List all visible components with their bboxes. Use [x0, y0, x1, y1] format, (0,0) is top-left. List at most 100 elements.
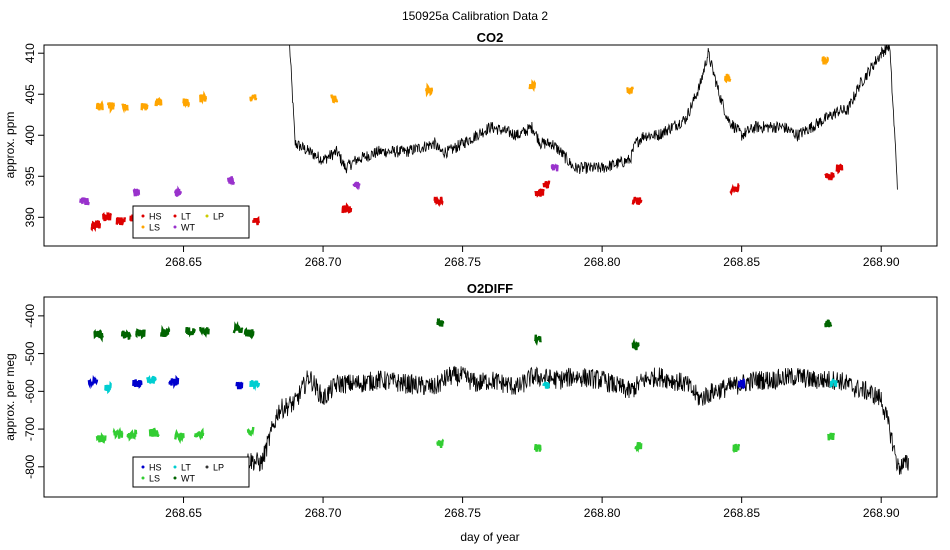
co2-legend-label-lp: LP [213, 212, 224, 222]
figure-title: 150925a Calibration Data 2 [402, 9, 548, 23]
o2diff-calibration-hs-12 [87, 374, 99, 390]
o2diff-calibration-wt-1 [120, 329, 132, 341]
co2-series-layer [79, 45, 898, 234]
o2diff-calibration-ls-26 [174, 428, 185, 444]
o2diff-calibration-wt-6 [232, 320, 244, 334]
o2diff-y-tick-label: -700 [23, 417, 37, 441]
o2diff-calibration-ls-23 [112, 426, 124, 440]
o2diff-legend-swatch-hs [141, 465, 145, 469]
o2diff-y-axis-label: approx. per meg [3, 353, 17, 440]
co2-calibration-hs-6 [433, 195, 444, 207]
co2-calibration-ls-20 [140, 103, 149, 112]
co2-calibration-ls-24 [249, 94, 258, 102]
co2-panel: CO2 approx. ppm 268.65 268.70 268.75 268.80… [3, 30, 938, 269]
o2diff-calibration-wt-3 [160, 324, 171, 338]
co2-x-tick-label: 268.70 [305, 255, 342, 269]
o2diff-x-tick-label: 268.65 [165, 506, 202, 520]
co2-calibration-ls-19 [121, 103, 129, 114]
o2diff-calibration-wt-0 [93, 328, 104, 343]
o2diff-y-tick-label: -400 [23, 304, 37, 328]
co2-x-tick-label: 268.65 [165, 255, 202, 269]
co2-calibration-hs-5 [341, 202, 353, 214]
co2-legend-label-wt: WT [181, 223, 195, 233]
x-axis-label: day of year [460, 530, 519, 544]
co2-x-tick-label: 268.80 [584, 255, 621, 269]
co2-legend-swatch-lp [205, 214, 209, 218]
o2diff-calibration-wt-8 [436, 318, 445, 327]
co2-calibration-wt-32 [132, 187, 141, 197]
co2-y-tick-label: 410 [23, 43, 37, 63]
o2diff-x-tick-label: 268.70 [305, 506, 342, 520]
o2diff-x-tick-label: 268.85 [723, 506, 760, 520]
co2-calibration-hs-1 [115, 217, 127, 226]
o2diff-calibration-ls-22 [95, 432, 107, 444]
o2diff-calibration-lt-19 [249, 380, 261, 392]
co2-legend-box [132, 205, 250, 239]
o2diff-calibration-wt-4 [185, 327, 196, 338]
o2diff-legend-swatch-ls [141, 476, 145, 480]
co2-calibration-lt-15 [542, 180, 551, 189]
o2diff-y-tick-label: -500 [23, 341, 37, 365]
co2-calibration-wt-35 [352, 180, 361, 191]
o2diff-calibration-ls-24 [126, 429, 138, 442]
o2diff-x-tick-label: 268.75 [444, 506, 481, 520]
o2diff-calibration-wt-2 [135, 328, 146, 340]
o2diff-calibration-ls-28 [246, 426, 255, 437]
co2-calibration-hs-9 [729, 183, 740, 196]
o2diff-legend-label-ls: LS [149, 474, 160, 484]
o2diff-y-tick-label: -800 [23, 454, 37, 478]
co2-calibration-ls-25 [330, 94, 339, 104]
o2diff-calibration-wt-9 [533, 334, 542, 346]
co2-calibration-hs-10 [824, 172, 835, 182]
co2-legend-swatch-lt [173, 214, 177, 218]
co2-calibration-hs-8 [631, 196, 643, 205]
co2-calibration-ls-26 [425, 82, 434, 98]
o2diff-ambient-line [244, 365, 909, 475]
co2-y-tick-label: 395 [23, 166, 37, 186]
co2-calibration-ls-29 [724, 73, 732, 84]
co2-calibration-ls-22 [182, 98, 190, 109]
co2-calibration-hs-4 [252, 215, 261, 226]
o2diff-calibration-wt-11 [824, 319, 833, 328]
o2diff-legend-label-hs: HS [149, 463, 162, 473]
co2-y-tick-label: 390 [23, 207, 37, 227]
co2-calibration-ls-21 [154, 96, 163, 107]
o2diff-calibration-ls-27 [193, 427, 205, 441]
o2diff-calibration-wt-7 [243, 327, 255, 340]
co2-legend-swatch-ls [141, 225, 145, 229]
co2-legend-swatch-hs [141, 214, 145, 218]
o2diff-calibration-lt-17 [104, 380, 112, 395]
co2-legend-label-ls: LS [149, 223, 160, 233]
co2-legend-swatch-wt [173, 225, 177, 229]
co2-calibration-ls-18 [107, 102, 115, 114]
o2diff-calibration-ls-29 [436, 438, 445, 448]
o2diff-y-tick-label: -600 [23, 379, 37, 403]
co2-calibration-wt-36 [550, 163, 559, 172]
o2diff-legend-box [132, 456, 250, 488]
co2-calibration-wt-33 [174, 185, 182, 197]
co2-calibration-lt-16 [835, 163, 844, 175]
o2diff-legend-label-lp: LP [213, 463, 224, 473]
co2-calibration-ls-28 [626, 86, 634, 95]
co2-calibration-hs-7 [534, 188, 545, 198]
co2-calibration-hs-0 [90, 220, 101, 233]
co2-x-tick-label: 268.85 [723, 255, 760, 269]
co2-y-axis: 390 395 400 405 410 [23, 43, 45, 227]
co2-x-axis: 268.65 268.70 268.75 268.80 268.85 268.90 [165, 245, 900, 269]
co2-calibration-ls-27 [528, 79, 537, 93]
o2diff-calibration-ls-30 [533, 444, 542, 452]
o2diff-y-axis: -800 -700 -600 -500 -400 [23, 304, 45, 479]
o2diff-x-axis: 268.65 268.70 268.75 268.80 268.85 268.90 [165, 496, 900, 520]
o2diff-x-tick-label: 268.80 [584, 506, 621, 520]
o2diff-legend-label-lt: LT [181, 463, 191, 473]
o2diff-calibration-ls-31 [634, 441, 643, 453]
co2-legend-label-hs: HS [149, 212, 162, 222]
co2-calibration-ls-17 [95, 100, 104, 111]
co2-x-tick-label: 268.75 [444, 255, 481, 269]
co2-title: CO2 [477, 30, 504, 45]
o2diff-calibration-ls-25 [148, 427, 160, 438]
co2-legend-label-lt: LT [181, 212, 191, 222]
o2diff-calibration-hs-15 [235, 381, 244, 390]
o2diff-legend-swatch-lp [205, 465, 209, 469]
